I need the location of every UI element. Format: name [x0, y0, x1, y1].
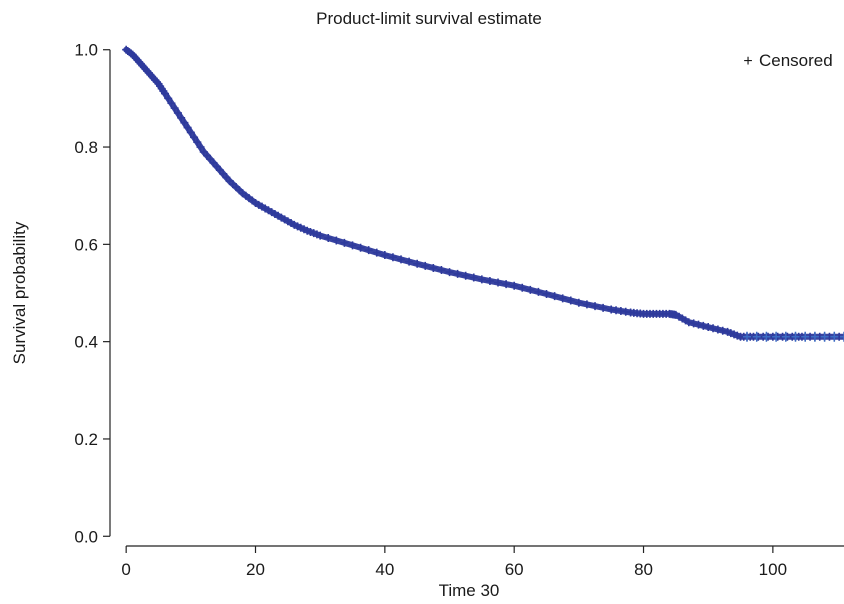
- curve-point-mark: [429, 263, 438, 272]
- curve-point-mark: [704, 323, 713, 332]
- censor-mark: [810, 331, 819, 342]
- curve-point-mark: [177, 113, 186, 122]
- curve-point-mark: [445, 268, 454, 277]
- curve-point-mark: [689, 319, 698, 328]
- curve-point-mark: [437, 266, 446, 275]
- curve-point-mark: [348, 241, 357, 250]
- curve-point-mark: [510, 281, 519, 290]
- x-tick-label: 20: [246, 560, 265, 579]
- curve-point-mark: [453, 269, 462, 278]
- curve-point-mark: [364, 246, 373, 255]
- curve-point-mark: [173, 108, 182, 117]
- curve-point-mark: [574, 298, 583, 307]
- x-tick-label: 80: [634, 560, 653, 579]
- chart-title: Product-limit survival estimate: [316, 9, 542, 28]
- x-ticks: 0 20 40 60 80 100: [121, 546, 787, 579]
- curve-point-mark: [190, 133, 199, 142]
- curve-point-mark: [164, 94, 173, 103]
- curve-point-mark: [152, 77, 161, 86]
- curve-point-mark: [372, 248, 381, 257]
- y-tick-label: 0.0: [74, 527, 98, 546]
- curve-point-mark: [469, 273, 478, 282]
- x-tick-label: 0: [121, 560, 130, 579]
- y-ticks: 0.0 0.2 0.4 0.6 0.8 1.0: [74, 41, 110, 546]
- curve-point-mark: [356, 243, 365, 252]
- y-tick-label: 0.2: [74, 430, 98, 449]
- curve-point-mark: [526, 285, 535, 294]
- y-tick-label: 0.6: [74, 235, 98, 254]
- curve-point-mark: [694, 320, 703, 329]
- curve-point-mark: [599, 303, 608, 312]
- curve-point-mark: [494, 278, 503, 287]
- curve-point-mark: [591, 302, 600, 311]
- curve-point-mark: [582, 300, 591, 309]
- x-tick-label: 40: [375, 560, 394, 579]
- curve-point-mark: [485, 276, 494, 285]
- y-tick-label: 0.4: [74, 333, 98, 352]
- curve-point-mark: [388, 253, 397, 262]
- curve-point-mark: [709, 324, 718, 333]
- legend: + Censored: [743, 51, 832, 70]
- curve-point-mark: [477, 275, 486, 284]
- censor-mark: [791, 331, 800, 342]
- curve-point-mark: [183, 123, 192, 132]
- curve-point-mark: [160, 89, 169, 98]
- legend-label: Censored: [759, 51, 833, 70]
- curve-point-mark: [340, 238, 349, 247]
- censor-marks: [742, 331, 844, 342]
- curve-point-mark: [713, 325, 722, 334]
- curve-point-mark: [421, 261, 430, 270]
- curve-point-mark: [397, 255, 406, 264]
- y-axis-label: Survival probability: [10, 221, 29, 364]
- curve-point-mark: [542, 289, 551, 298]
- curve-point-mark: [550, 292, 559, 301]
- censor-mark: [742, 331, 751, 342]
- censor-mark: [840, 331, 844, 342]
- x-axis-label: Time 30: [439, 581, 500, 600]
- curve-point-mark: [193, 138, 202, 147]
- curve-point-mark: [566, 296, 575, 305]
- legend-marker-icon: +: [743, 53, 752, 70]
- curve-point-mark: [180, 118, 189, 127]
- censor-mark: [752, 331, 761, 342]
- curve-point-mark: [534, 287, 543, 296]
- series-layer: [122, 45, 844, 341]
- censor-mark: [801, 331, 810, 342]
- curve-point-mark: [196, 143, 205, 152]
- censor-mark: [830, 331, 839, 342]
- x-tick-label: 100: [759, 560, 787, 579]
- curve-point-mark: [718, 326, 727, 335]
- censor-mark: [781, 331, 790, 342]
- curve-point-mark: [502, 280, 511, 289]
- survival-curve-line: [123, 46, 844, 340]
- x-tick-label: 60: [505, 560, 524, 579]
- curve-point-mark: [699, 321, 708, 330]
- curve-point-mark: [170, 104, 179, 113]
- curve-point-mark: [324, 234, 333, 243]
- curve-point-mark: [405, 257, 414, 266]
- curve-point-mark: [316, 231, 325, 240]
- y-tick-label: 1.0: [74, 41, 98, 60]
- censor-mark: [820, 331, 829, 342]
- censor-mark: [762, 331, 771, 342]
- curve-point-mark: [167, 99, 176, 108]
- curve-point-mark: [518, 283, 527, 292]
- curve-point-mark: [684, 318, 693, 327]
- censor-mark: [772, 331, 781, 342]
- curve-point-mark: [332, 236, 341, 245]
- curve-point-mark: [380, 251, 389, 260]
- y-tick-label: 0.8: [74, 138, 98, 157]
- curve-point-mark: [558, 294, 567, 303]
- axes: 0 20 40 60 80 100 0.0 0.2 0.4 0.6 0.8 1.0: [74, 41, 844, 579]
- curve-point-mark: [413, 259, 422, 268]
- curve-point-mark: [186, 128, 195, 137]
- curve-point-mark: [461, 271, 470, 280]
